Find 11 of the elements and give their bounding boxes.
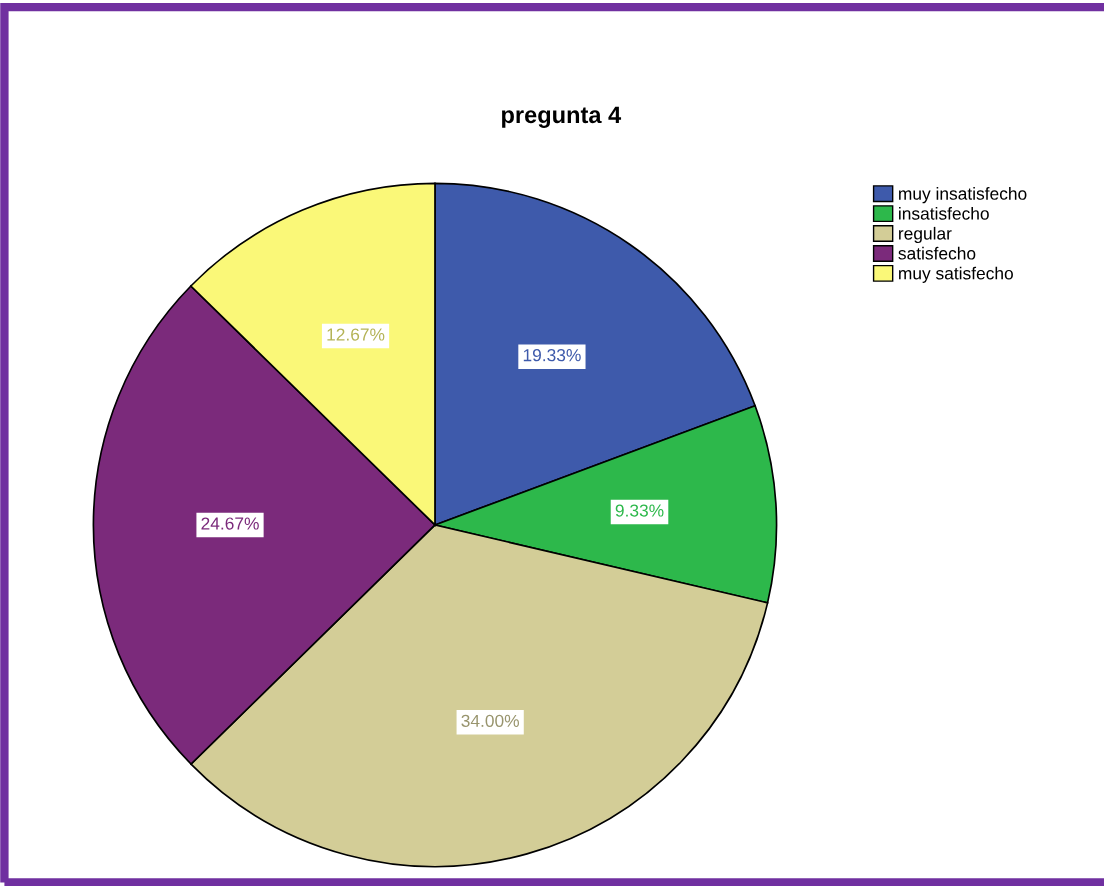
data-label: 9.33% — [615, 504, 664, 517]
data-label: 24.67% — [201, 517, 259, 530]
legend-label: satisfecho — [898, 246, 976, 260]
legend-label: muy satisfecho — [899, 266, 1013, 283]
legend-label: regular — [899, 226, 952, 244]
chart-title: pregunta 4 — [502, 106, 622, 128]
legend-label: muy insatisfecho — [899, 187, 1027, 204]
legend-label: insatisfecho — [899, 206, 989, 220]
data-label: 34.00% — [461, 714, 519, 727]
data-label: 12.67% — [327, 328, 385, 341]
data-label: 19.33% — [523, 349, 581, 362]
